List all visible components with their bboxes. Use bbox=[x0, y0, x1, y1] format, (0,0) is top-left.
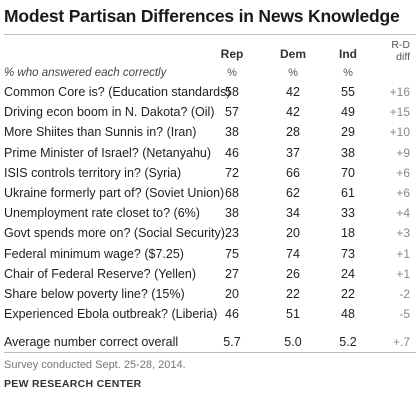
table-row: Driving econ boom in N. Dakota? (Oil) 57 4… bbox=[0, 103, 420, 123]
source-label: PEW RESEARCH CENTER bbox=[4, 378, 142, 390]
question-label: Prime Minister of Israel? (Netanyahu) bbox=[4, 145, 212, 160]
question-label: Driving econ boom in N. Dakota? (Oil) bbox=[4, 105, 215, 120]
subtitle: % who answered each correctly bbox=[4, 67, 167, 79]
cell-diff: +6 bbox=[396, 165, 410, 180]
cell-ind: 24 bbox=[341, 266, 355, 281]
cell-dem: 62 bbox=[286, 186, 300, 200]
average-label: Average number correct overall bbox=[4, 335, 179, 349]
pct-label-rep: % bbox=[227, 67, 237, 79]
table-row: Govt spends more on? (Social Security) 23… bbox=[0, 224, 420, 244]
cell-diff: +10 bbox=[389, 125, 410, 140]
cell-diff: +15 bbox=[389, 105, 410, 120]
header-ind: Ind bbox=[339, 47, 357, 61]
cell-diff: +9 bbox=[396, 145, 410, 160]
question-label: Common Core is? (Education standards) bbox=[4, 85, 231, 99]
cell-ind: 33 bbox=[341, 206, 355, 221]
table-row: Unemployment rate closet to? (6%) 38 34 33 +… bbox=[0, 204, 420, 224]
cell-diff: +4 bbox=[396, 206, 410, 221]
question-label: Federal minimum wage? ($7.25) bbox=[4, 246, 184, 261]
cell-ind: 55 bbox=[341, 85, 355, 99]
cell-diff: +16 bbox=[389, 85, 410, 99]
cell-rep: 72 bbox=[225, 165, 239, 180]
cell-diff: +6 bbox=[396, 186, 410, 200]
cell-dem: 20 bbox=[286, 226, 300, 241]
question-label: ISIS controls territory in? (Syria) bbox=[4, 165, 182, 180]
cell-dem: 42 bbox=[286, 105, 300, 120]
cell-ind: 70 bbox=[341, 165, 355, 180]
header-rep: Rep bbox=[220, 47, 244, 61]
cell-rep: 38 bbox=[225, 206, 239, 221]
cell-diff: +1 bbox=[396, 266, 410, 281]
cell-rep: 38 bbox=[225, 125, 239, 140]
cell-rep: 20 bbox=[225, 287, 239, 301]
question-label: Chair of Federal Reserve? (Yellen) bbox=[4, 266, 196, 281]
pct-label-ind: % bbox=[343, 67, 353, 79]
pct-label-dem: % bbox=[288, 67, 298, 79]
header-diff: R-D diff bbox=[370, 39, 410, 63]
header-diff-line2: diff bbox=[396, 51, 410, 63]
cell-rep: 27 bbox=[225, 266, 239, 281]
cell-ind: 38 bbox=[341, 145, 355, 160]
table-row: Federal minimum wage? ($7.25) 75 74 73 +1 bbox=[0, 245, 420, 265]
cell-rep: 75 bbox=[225, 246, 239, 261]
cell-ind: 61 bbox=[341, 186, 355, 200]
average-ind: 5.2 bbox=[339, 335, 357, 349]
question-label: Share below poverty line? (15%) bbox=[4, 287, 185, 301]
table-row: Share below poverty line? (15%) 20 22 22 -2 bbox=[0, 285, 420, 305]
cell-diff: +3 bbox=[396, 226, 410, 241]
cell-ind: 18 bbox=[341, 226, 355, 241]
title-divider bbox=[4, 34, 416, 35]
cell-ind: 73 bbox=[341, 246, 355, 261]
question-label: Experienced Ebola outbreak? (Liberia) bbox=[4, 307, 218, 322]
cell-dem: 34 bbox=[286, 206, 300, 221]
average-rep: 5.7 bbox=[223, 335, 241, 349]
question-label: Unemployment rate closet to? (6%) bbox=[4, 206, 200, 221]
cell-dem: 66 bbox=[286, 165, 300, 180]
cell-ind: 22 bbox=[341, 287, 355, 301]
cell-rep: 46 bbox=[225, 145, 239, 160]
cell-dem: 22 bbox=[286, 287, 300, 301]
cell-rep: 58 bbox=[225, 85, 239, 99]
average-dem: 5.0 bbox=[284, 335, 302, 349]
cell-diff: +1 bbox=[396, 246, 410, 261]
cell-ind: 29 bbox=[341, 125, 355, 140]
header-diff-line1: R-D bbox=[391, 39, 410, 51]
table-row: Experienced Ebola outbreak? (Liberia) 46 5… bbox=[0, 305, 420, 325]
cell-dem: 74 bbox=[286, 246, 300, 261]
table-row: Common Core is? (Education standards) 58 4… bbox=[0, 83, 420, 103]
cell-dem: 26 bbox=[286, 266, 300, 281]
header-dem: Dem bbox=[279, 47, 306, 61]
average-diff: +.7 bbox=[392, 335, 410, 349]
cell-dem: 51 bbox=[286, 307, 300, 322]
cell-dem: 37 bbox=[286, 145, 300, 160]
cell-diff: -5 bbox=[399, 307, 410, 322]
question-label: More Shiites than Sunnis in? (Iran) bbox=[4, 125, 197, 140]
table-row: ISIS controls territory in? (Syria) 72 66 7… bbox=[0, 164, 420, 184]
cell-dem: 42 bbox=[286, 85, 300, 99]
footer-divider bbox=[4, 352, 416, 353]
question-label: Govt spends more on? (Social Security) bbox=[4, 226, 225, 241]
table-row: Prime Minister of Israel? (Netanyahu) 46 3… bbox=[0, 144, 420, 164]
cell-rep: 57 bbox=[225, 105, 239, 120]
question-label: Ukraine formerly part of? (Soviet Union) bbox=[4, 186, 225, 200]
cell-rep: 23 bbox=[225, 226, 239, 241]
cell-ind: 48 bbox=[341, 307, 355, 322]
chart-title: Modest Partisan Differences in News Know… bbox=[4, 6, 400, 26]
table-row: Ukraine formerly part of? (Soviet Union)… bbox=[0, 184, 420, 204]
cell-ind: 49 bbox=[341, 105, 355, 120]
table-row: Chair of Federal Reserve? (Yellen) 27 26 24… bbox=[0, 265, 420, 285]
cell-rep: 68 bbox=[225, 186, 239, 200]
survey-note: Survey conducted Sept. 25-28, 2014. bbox=[4, 359, 186, 371]
table-row: More Shiites than Sunnis in? (Iran) 38 28 2… bbox=[0, 123, 420, 143]
cell-dem: 28 bbox=[286, 125, 300, 140]
cell-diff: -2 bbox=[399, 287, 410, 301]
cell-rep: 46 bbox=[225, 307, 239, 322]
